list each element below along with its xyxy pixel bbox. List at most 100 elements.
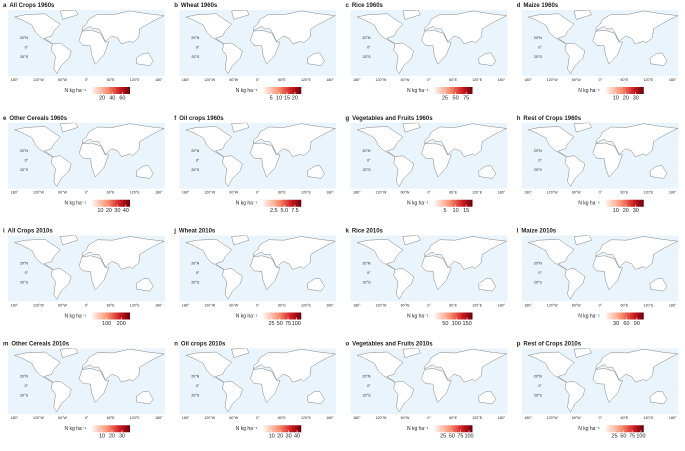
- lon-label: 60°E: [278, 191, 286, 195]
- lon-label: 0°: [256, 303, 260, 307]
- panel-letter: h: [517, 115, 521, 121]
- panel-title-text: Rest of Crops 1960s: [523, 115, 581, 121]
- lat-label: 20°N: [362, 149, 370, 153]
- lon-label: 120°W: [547, 78, 558, 82]
- lon-label: 0°: [256, 78, 260, 82]
- panel-letter: o: [346, 341, 350, 347]
- colorbar: [605, 87, 644, 94]
- lon-label: 0°: [599, 78, 603, 82]
- map: [179, 235, 337, 302]
- colorbar-label: N kg ha⁻¹: [578, 201, 600, 207]
- lat-label: 20°N: [191, 374, 199, 378]
- colorbar-tick-label: 25: [268, 321, 274, 327]
- panel-title: o Vegetables and Fruits 2010s: [346, 341, 434, 347]
- lat-label: 20°N: [362, 374, 370, 378]
- colorbar-label: N kg ha⁻¹: [578, 426, 600, 432]
- lon-label: 120°E: [301, 191, 311, 195]
- colorbar-tick-label: 20: [109, 434, 115, 440]
- colorbar-tick-label: 10: [99, 434, 105, 440]
- map: [521, 10, 679, 76]
- panel: l Maize 2010s 20°N 0° 20°S 180° 120°W 60°W 0° 60°…: [517, 228, 679, 327]
- lat-label: 0°: [538, 158, 542, 162]
- colorbar-tick-label: 25: [442, 95, 448, 101]
- lat-label: 0°: [367, 271, 371, 275]
- map: [8, 348, 165, 415]
- panel: k Rice 2010s 20°N 0° 20°S 180° 120°W 60°W 0° 60°E…: [346, 228, 508, 327]
- panel-title-text: Maize 1960s: [523, 3, 558, 9]
- lon-label: 180°: [11, 303, 19, 307]
- lon-label: 0°: [427, 303, 431, 307]
- colorbar: [605, 199, 644, 207]
- colorbar: [263, 87, 302, 94]
- lon-label: 60°E: [278, 303, 286, 307]
- lon-label: 180°: [353, 191, 361, 195]
- lon-label: 60°W: [58, 416, 67, 420]
- lat-label: 20°S: [20, 55, 28, 59]
- lon-label: 120°W: [204, 78, 215, 82]
- colorbar-label: N kg ha⁻¹: [236, 201, 258, 207]
- map: [8, 10, 165, 76]
- map: [350, 235, 508, 302]
- lat-label: 20°N: [534, 149, 542, 153]
- lon-label: 120°E: [301, 416, 311, 420]
- panel-title: k Rice 2010s: [346, 228, 384, 234]
- lon-label: 60°E: [107, 303, 115, 307]
- lon-label: 60°E: [278, 416, 286, 420]
- panel-letter: c: [346, 3, 350, 9]
- lon-label: 180°: [11, 416, 19, 420]
- lon-label: 0°: [85, 416, 89, 420]
- map: [350, 348, 508, 415]
- lon-label: 180°: [155, 303, 163, 307]
- colorbar-label: N kg ha⁻¹: [578, 88, 600, 94]
- panel: a All Crops 1960s 20°N 0° 20°S 180° 120°W 60°W 0…: [3, 3, 165, 101]
- lon-label: 120°E: [644, 416, 654, 420]
- colorbar-tick-label: 10: [97, 208, 103, 214]
- panel-title: f Oil crops 1960s: [174, 115, 224, 121]
- colorbar-tick-label: 25: [440, 434, 446, 440]
- lon-label: 180°: [155, 416, 163, 420]
- lon-label: 0°: [85, 303, 89, 307]
- colorbar-tick-label: 40: [123, 208, 129, 214]
- lon-label: 60°E: [449, 191, 457, 195]
- colorbar-tick-label: 50: [449, 434, 455, 440]
- panel-title: i All Crops 2010s: [3, 228, 53, 234]
- panel-title: j Wheat 2010s: [173, 228, 216, 234]
- colorbar-tick-label: 5: [444, 208, 447, 214]
- panel-letter: l: [517, 228, 519, 234]
- lon-label: 180°: [11, 191, 19, 195]
- map: [179, 10, 337, 76]
- panel: c Rice 1960s 20°N 0° 20°S 180° 120°W 60°W 0° 60°E…: [346, 3, 508, 101]
- lon-label: 60°E: [620, 78, 628, 82]
- map: [350, 10, 508, 76]
- lon-label: 180°: [11, 78, 19, 82]
- panel-letter: i: [3, 228, 5, 234]
- colorbar-label: N kg ha⁻¹: [64, 88, 86, 94]
- lon-label: 120°W: [376, 416, 387, 420]
- colorbar: [605, 312, 644, 320]
- lat-label: 20°S: [191, 281, 199, 285]
- lon-label: 120°E: [472, 78, 482, 82]
- lon-label: 60°W: [401, 416, 410, 420]
- colorbar-tick-label: 100: [102, 321, 111, 327]
- lon-label: 180°: [326, 78, 334, 82]
- lon-label: 60°E: [107, 416, 115, 420]
- lon-label: 120°W: [204, 191, 215, 195]
- lat-label: 0°: [25, 158, 29, 162]
- lon-label: 180°: [353, 303, 361, 307]
- colorbar-tick-label: 75: [463, 95, 469, 101]
- lon-label: 120°W: [376, 191, 387, 195]
- colorbar-label: N kg ha⁻¹: [64, 426, 86, 432]
- lat-label: 20°S: [363, 55, 371, 59]
- lat-label: 0°: [196, 384, 200, 388]
- lon-label: 60°E: [449, 78, 457, 82]
- colorbar: [263, 312, 302, 320]
- panel-title: l Maize 2010s: [517, 228, 557, 234]
- colorbar-tick-label: 75: [285, 321, 291, 327]
- lat-label: 20°S: [534, 168, 542, 172]
- lon-label: 180°: [498, 416, 506, 420]
- lat-label: 0°: [538, 271, 542, 275]
- lon-label: 0°: [599, 416, 603, 420]
- lon-label: 60°E: [107, 78, 115, 82]
- lon-label: 120°W: [204, 303, 215, 307]
- lon-label: 180°: [669, 303, 677, 307]
